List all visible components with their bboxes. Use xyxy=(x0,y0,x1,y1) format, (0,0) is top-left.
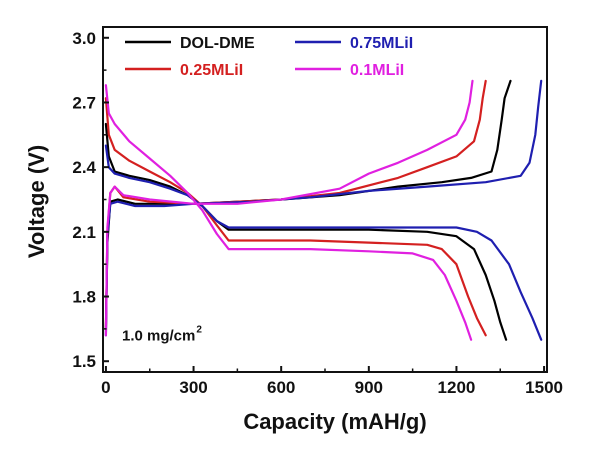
y-tick-label: 1.8 xyxy=(72,288,96,307)
y-tick-label: 2.4 xyxy=(72,158,96,177)
plot-frame xyxy=(102,26,548,373)
series-3-discharge-line xyxy=(104,144,543,341)
series-2-discharge-line xyxy=(104,97,487,337)
y-tick-label: 3.0 xyxy=(72,29,96,48)
x-tick-label: 1500 xyxy=(525,378,563,397)
x-tick-label: 1200 xyxy=(438,378,476,397)
legend: DOL-DME 0.25MLiI 0.75MLiI 0.1MLiI xyxy=(125,35,413,79)
x-axis-title: Capacity (mAH/g) xyxy=(243,409,426,434)
x-tick-label: 900 xyxy=(355,378,383,397)
axes xyxy=(102,26,548,373)
y-axis-title: Voltage (V) xyxy=(24,145,49,258)
legend-label-1: DOL-DME xyxy=(180,35,255,52)
annotation-label: 1.0 mg/cm xyxy=(122,327,195,344)
series-4-discharge-line xyxy=(104,84,473,341)
series-3-charge-line xyxy=(104,79,543,337)
legend-label-4: 0.1MLiI xyxy=(350,62,404,79)
ticks: 0 300 600 900 1200 1500 1.5 1.8 2.1 2.4 2.7 3.0 xyxy=(72,29,563,397)
x-tick-label: 300 xyxy=(179,378,207,397)
y-tick-label: 2.1 xyxy=(72,223,96,242)
series-1-discharge-line xyxy=(104,122,508,341)
series-4-charge-line xyxy=(104,79,474,337)
curves xyxy=(104,79,543,341)
legend-label-3: 0.75MLiI xyxy=(350,35,413,52)
annotation-superscript: 2 xyxy=(196,324,202,335)
x-tick-label: 0 xyxy=(101,378,110,397)
y-tick-label: 1.5 xyxy=(72,352,96,371)
y-tick-label: 2.7 xyxy=(72,93,96,112)
x-tick-label: 600 xyxy=(267,378,295,397)
legend-label-2: 0.25MLiI xyxy=(180,62,243,79)
